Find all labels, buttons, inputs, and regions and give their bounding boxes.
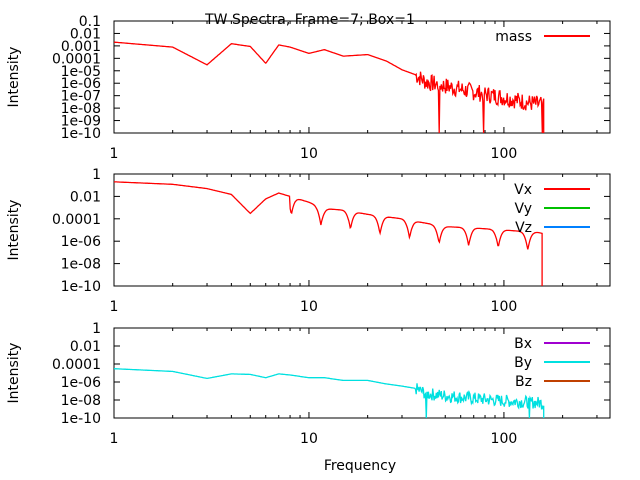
legend-label-mass: mass [495, 29, 532, 45]
x-tick-label: 10 [300, 146, 318, 162]
y-tick-label: 1e-05 [61, 64, 101, 80]
x-tick-label: 1 [110, 299, 119, 315]
y-tick-label: 0.01 [70, 189, 101, 205]
y-tick-label: 1e-10 [61, 411, 101, 427]
y-tick-label: 1e-06 [61, 76, 101, 92]
y-tick-label: 1 [92, 167, 101, 183]
legend-label-vx: Vx [514, 182, 532, 198]
x-tick-label: 10 [300, 299, 318, 315]
legend-label-bz: Bz [515, 374, 532, 390]
y-tick-label: 0.1 [79, 14, 101, 30]
y-tick-label: 0.01 [70, 339, 101, 355]
y-tick-label: 0.0001 [52, 212, 101, 228]
series-line-mass [113, 41, 545, 134]
panels: 0.10.010.0010.00011e-051e-061e-071e-081e… [6, 14, 611, 447]
plot-frame [113, 327, 611, 419]
x-tick-label: 100 [491, 299, 518, 315]
y-axis-label: Intensity [6, 343, 22, 404]
panel-3: 1 0.01 0.0001 1e-06 1e-08 1e-10 1 10 100 Intensit… [6, 321, 611, 447]
x-axis-label: Frequency [324, 458, 396, 474]
y-axis-label: Intensity [6, 200, 22, 261]
y-tick-label: 1e-08 [61, 393, 101, 409]
x-tick-label: 100 [491, 146, 518, 162]
series-line-vx [113, 181, 543, 286]
legend-label-by: By [514, 355, 532, 371]
y-tick-label: 1e-09 [61, 114, 101, 130]
y-tick-label: 1e-10 [61, 126, 101, 142]
y-tick-label: 1e-07 [61, 89, 101, 105]
y-tick-label: 1 [92, 321, 101, 337]
y-tick-label: 0.0001 [52, 357, 101, 373]
y-tick-label: 1e-10 [61, 279, 101, 295]
y-tick-label: 1e-06 [61, 375, 101, 391]
series-line-by [114, 368, 545, 419]
y-axis-label: Intensity [6, 47, 22, 108]
legend-label-vz: Vz [515, 220, 532, 236]
figure-title: TW Spectra, Frame=7; Box=1 [204, 12, 415, 28]
y-tick-label: 1e-08 [61, 257, 101, 273]
x-tick-label: 10 [300, 431, 318, 447]
y-tick-label: 1e-08 [61, 101, 101, 117]
panel-1: 0.10.010.0010.00011e-051e-061e-071e-081e… [6, 14, 611, 162]
plot-frame [113, 173, 611, 287]
x-tick-label: 1 [110, 431, 119, 447]
y-tick-label: 0.0001 [52, 51, 101, 67]
y-tick-label: 1e-06 [61, 234, 101, 250]
plot-frame [113, 20, 611, 134]
x-tick-label: 100 [491, 431, 518, 447]
y-tick-label: 0.001 [61, 39, 101, 55]
legend-label-vy: Vy [515, 201, 533, 217]
legend-label-bx: Bx [514, 336, 532, 352]
x-tick-label: 1 [110, 146, 119, 162]
y-tick-label: 0.01 [70, 26, 101, 42]
panel-2: 1 0.01 0.0001 1e-06 1e-08 1e-10 1 10 100 Intensit… [6, 167, 611, 315]
